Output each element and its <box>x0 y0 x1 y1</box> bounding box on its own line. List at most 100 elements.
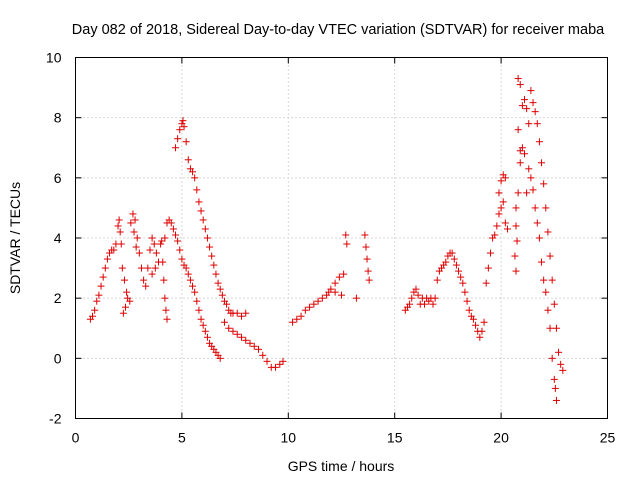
data-point <box>161 234 169 242</box>
data-point <box>544 228 552 236</box>
data-point <box>476 333 484 341</box>
data-point <box>174 135 182 143</box>
data-point <box>118 264 126 272</box>
data-point <box>135 249 143 257</box>
data-point <box>132 243 140 251</box>
data-point <box>130 228 138 236</box>
data-point <box>548 276 556 284</box>
data-point <box>89 312 97 320</box>
data-point <box>457 273 465 281</box>
y-tick-label: -2 <box>49 411 62 427</box>
data-point <box>212 270 220 278</box>
data-point <box>433 276 441 284</box>
data-point <box>503 225 511 233</box>
data-point <box>480 318 488 326</box>
data-point <box>518 102 526 110</box>
data-point <box>129 210 137 218</box>
data-point <box>182 138 190 146</box>
data-point <box>431 294 439 302</box>
data-point <box>176 126 184 134</box>
data-point <box>203 333 211 341</box>
data-point <box>178 255 186 263</box>
y-tick-label: 10 <box>46 50 62 66</box>
data-points <box>86 75 567 404</box>
data-point <box>117 240 125 248</box>
data-point <box>197 207 205 215</box>
data-point <box>246 339 254 347</box>
data-point <box>199 321 207 329</box>
y-tick-label: 4 <box>54 230 62 246</box>
data-point <box>233 309 241 317</box>
data-point <box>340 270 348 278</box>
data-point <box>516 147 524 155</box>
data-point <box>495 189 503 197</box>
data-point <box>525 120 533 128</box>
x-tick-label: 25 <box>600 430 616 446</box>
data-point <box>242 336 250 344</box>
data-point <box>527 174 535 182</box>
data-point <box>513 237 521 245</box>
data-point <box>363 255 371 263</box>
data-point <box>167 219 175 227</box>
data-point <box>197 315 205 323</box>
data-point <box>491 231 499 239</box>
data-point <box>482 279 490 287</box>
data-point <box>182 264 190 272</box>
data-point <box>180 123 188 131</box>
data-point <box>551 384 559 392</box>
data-point <box>343 240 351 248</box>
data-point <box>115 216 123 224</box>
data-point <box>521 96 529 104</box>
data-point <box>352 294 360 302</box>
data-point <box>501 174 509 182</box>
data-point <box>514 189 522 197</box>
data-point <box>144 264 152 272</box>
data-point <box>110 246 118 254</box>
data-point <box>365 276 373 284</box>
data-point <box>516 81 524 89</box>
data-point <box>191 174 199 182</box>
data-point <box>193 297 201 305</box>
data-point <box>229 327 237 335</box>
data-point <box>126 297 134 305</box>
data-point <box>152 249 160 257</box>
data-point <box>546 324 554 332</box>
data-point <box>557 360 565 368</box>
data-point <box>216 285 224 293</box>
data-point <box>412 285 420 293</box>
data-point <box>455 267 463 275</box>
data-point <box>189 168 197 176</box>
x-tick-label: 5 <box>178 430 186 446</box>
data-point <box>272 363 280 371</box>
data-point <box>250 342 258 350</box>
data-point <box>160 276 168 284</box>
data-point <box>263 357 271 365</box>
chart-title: Day 082 of 2018, Sidereal Day-to-day VTE… <box>72 22 605 38</box>
data-point <box>148 270 156 278</box>
data-point <box>91 306 99 314</box>
data-point <box>158 237 166 245</box>
data-point <box>429 300 437 308</box>
data-point <box>452 261 460 269</box>
data-point <box>550 375 558 383</box>
data-point <box>408 294 416 302</box>
data-point <box>546 252 554 260</box>
x-axis-label: GPS time / hours <box>288 458 395 474</box>
data-point <box>331 288 339 296</box>
data-point <box>161 294 169 302</box>
data-point <box>472 321 480 329</box>
data-point <box>335 273 343 281</box>
data-point <box>512 204 520 212</box>
data-point <box>538 159 546 167</box>
data-point <box>531 204 539 212</box>
data-point <box>159 258 167 266</box>
data-point <box>172 231 180 239</box>
data-point <box>525 165 533 173</box>
data-point <box>151 264 159 272</box>
data-point <box>331 279 339 287</box>
data-point <box>420 300 428 308</box>
data-point <box>116 228 124 236</box>
data-point <box>233 330 241 338</box>
